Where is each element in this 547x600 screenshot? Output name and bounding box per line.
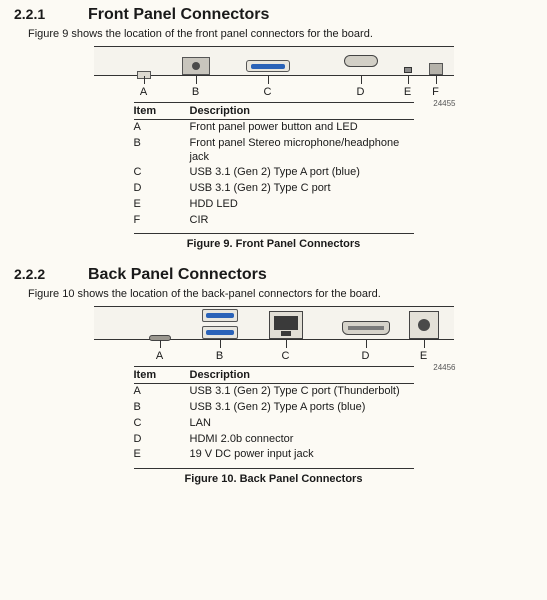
- connector-c: [246, 60, 290, 72]
- connector-b: [182, 57, 210, 75]
- th-desc: Description: [190, 105, 414, 117]
- table-head: Item Description: [134, 103, 414, 119]
- connector-label: F: [432, 86, 439, 98]
- figure-caption: Figure 9. Front Panel Connectors: [134, 233, 414, 250]
- table-row: DUSB 3.1 (Gen 2) Type C port: [134, 181, 414, 197]
- tick: [144, 76, 145, 84]
- panel-id: 24455: [433, 99, 455, 108]
- cell-desc: USB 3.1 (Gen 2) Type C port: [190, 182, 414, 196]
- cell-desc: USB 3.1 (Gen 2) Type C port (Thunderbolt…: [190, 385, 414, 399]
- section-header: 2.2.1 Front Panel Connectors: [0, 6, 547, 24]
- table-head: Item Description: [134, 367, 414, 383]
- cell-item: C: [134, 417, 190, 431]
- connector-label: C: [282, 350, 290, 362]
- cell-item: F: [134, 214, 190, 228]
- tick: [366, 340, 367, 348]
- connector-label: D: [362, 350, 370, 362]
- connector-label: B: [216, 350, 223, 362]
- connector-label: A: [140, 86, 147, 98]
- table-row: FCIR: [134, 213, 414, 229]
- tick-row: [94, 76, 454, 86]
- tick: [286, 340, 287, 348]
- cell-desc: Front panel power button and LED: [190, 121, 414, 135]
- table-body: AFront panel power button and LEDBFront …: [134, 120, 414, 230]
- tick: [220, 340, 221, 348]
- tick: [424, 340, 425, 348]
- tick: [408, 76, 409, 84]
- cell-desc: Front panel Stereo microphone/headphone …: [190, 137, 414, 165]
- cell-desc: LAN: [190, 417, 414, 431]
- connector-f: [429, 63, 443, 75]
- table-row: CLAN: [134, 416, 414, 432]
- table-row: EHDD LED: [134, 197, 414, 213]
- tick: [268, 76, 269, 84]
- cell-item: A: [134, 121, 190, 135]
- tick: [436, 76, 437, 84]
- section-number: 2.2.1: [0, 6, 88, 22]
- connector-label: C: [264, 86, 272, 98]
- connector-label: D: [357, 86, 365, 98]
- cell-item: E: [134, 448, 190, 462]
- th-item: Item: [134, 369, 190, 381]
- cell-item: B: [134, 137, 190, 165]
- tick: [361, 76, 362, 84]
- cell-item: E: [134, 198, 190, 212]
- cell-desc: USB 3.1 (Gen 2) Type A port (blue): [190, 166, 414, 180]
- cell-desc: HDMI 2.0b connector: [190, 433, 414, 447]
- cell-item: D: [134, 433, 190, 447]
- cell-desc: 19 V DC power input jack: [190, 448, 414, 462]
- table-body: AUSB 3.1 (Gen 2) Type C port (Thunderbol…: [134, 384, 414, 465]
- cell-desc: USB 3.1 (Gen 2) Type A ports (blue): [190, 401, 414, 415]
- cell-item: A: [134, 385, 190, 399]
- table-row: CUSB 3.1 (Gen 2) Type A port (blue): [134, 165, 414, 181]
- connector-d: [344, 55, 378, 67]
- figure-caption: Figure 10. Back Panel Connectors: [134, 468, 414, 485]
- panel-bar: [94, 46, 454, 76]
- section-title: Back Panel Connectors: [88, 266, 267, 284]
- cell-item: B: [134, 401, 190, 415]
- table-row: E19 V DC power input jack: [134, 447, 414, 463]
- connector-label: E: [420, 350, 427, 362]
- front-table: Item Description AFront panel power butt…: [134, 102, 414, 250]
- section-lead: Figure 10 shows the location of the back…: [0, 284, 547, 300]
- cell-desc: HDD LED: [190, 198, 414, 212]
- label-row: 24456 ABCDE: [94, 350, 454, 364]
- table-row: BUSB 3.1 (Gen 2) Type A ports (blue): [134, 400, 414, 416]
- cell-item: C: [134, 166, 190, 180]
- th-item: Item: [134, 105, 190, 117]
- tick: [160, 340, 161, 348]
- connector-b: [202, 309, 238, 339]
- connector-label: E: [404, 86, 411, 98]
- section-front: 2.2.1 Front Panel Connectors Figure 9 sh…: [0, 0, 547, 250]
- cell-desc: CIR: [190, 214, 414, 228]
- connector-e: [404, 67, 412, 73]
- section-number: 2.2.2: [0, 266, 88, 282]
- section-lead: Figure 9 shows the location of the front…: [0, 24, 547, 40]
- front-panel-diagram: 24455 ABCDEF: [94, 46, 454, 100]
- connector-label: A: [156, 350, 163, 362]
- back-table: Item Description AUSB 3.1 (Gen 2) Type C…: [134, 366, 414, 485]
- table-row: DHDMI 2.0b connector: [134, 432, 414, 448]
- tick-row: [94, 340, 454, 350]
- connector-d: [342, 321, 390, 335]
- connector-e: [409, 311, 439, 339]
- table-row: BFront panel Stereo microphone/headphone…: [134, 136, 414, 166]
- section-header: 2.2.2 Back Panel Connectors: [0, 266, 547, 284]
- back-panel-diagram: 24456 ABCDE: [94, 306, 454, 364]
- section-title: Front Panel Connectors: [88, 6, 269, 24]
- panel-bar: [94, 306, 454, 340]
- connector-label: B: [192, 86, 199, 98]
- tick: [196, 76, 197, 84]
- table-row: AFront panel power button and LED: [134, 120, 414, 136]
- th-desc: Description: [190, 369, 414, 381]
- connector-c: [269, 311, 303, 339]
- section-back: 2.2.2 Back Panel Connectors Figure 10 sh…: [0, 256, 547, 485]
- table-row: AUSB 3.1 (Gen 2) Type C port (Thunderbol…: [134, 384, 414, 400]
- panel-id: 24456: [433, 363, 455, 372]
- label-row: 24455 ABCDEF: [94, 86, 454, 100]
- cell-item: D: [134, 182, 190, 196]
